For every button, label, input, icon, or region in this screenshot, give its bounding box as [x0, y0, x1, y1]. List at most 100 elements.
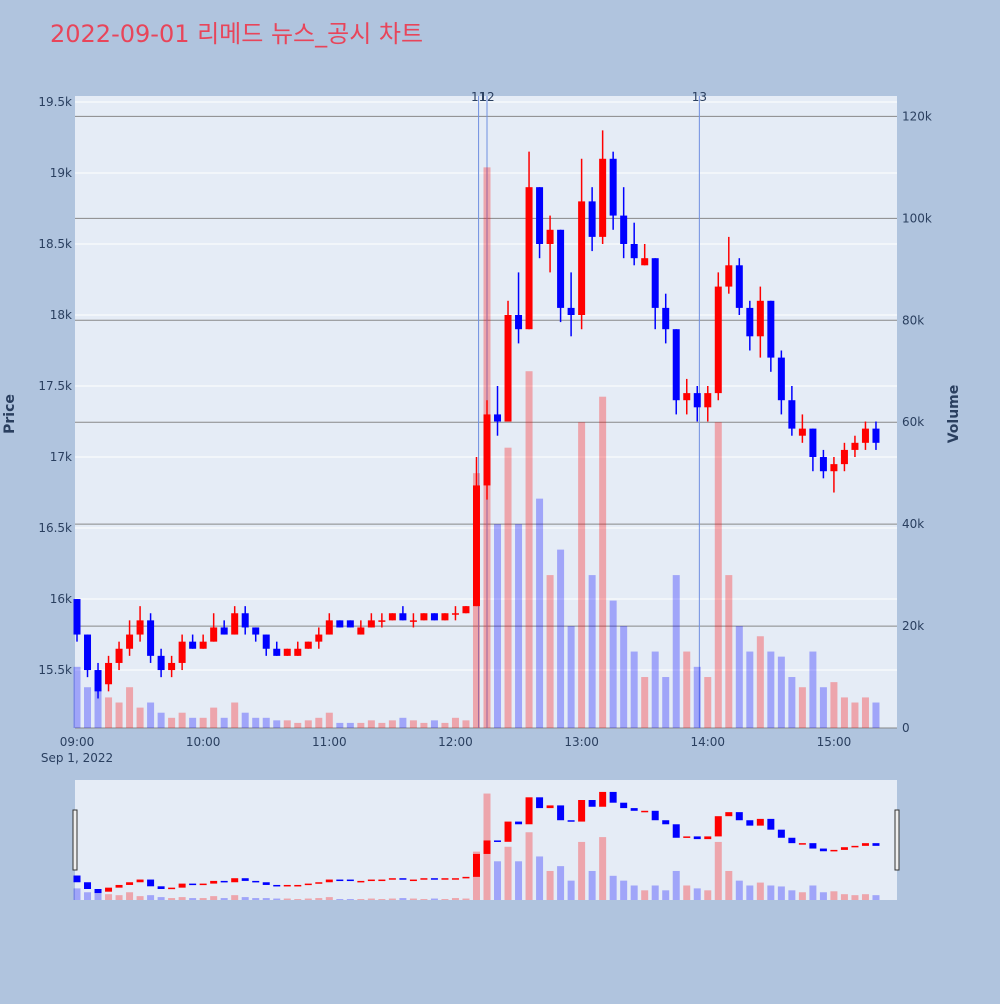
volume-bar: [441, 722, 449, 728]
y-tick-label: 18.5k: [38, 237, 72, 251]
mini-candle-body: [367, 879, 375, 882]
mini-candle-body: [798, 843, 806, 845]
candle-body: [325, 620, 333, 635]
volume-bar: [735, 626, 743, 728]
mini-volume-bar: [357, 899, 365, 900]
y-tick-label: 19k: [50, 166, 72, 180]
candle-body: [588, 201, 596, 237]
candle-body: [210, 627, 218, 642]
volume-bar: [357, 722, 365, 728]
mini-volume-bar: [578, 841, 586, 900]
range-slider[interactable]: [75, 780, 897, 900]
mini-volume-bar: [861, 894, 869, 900]
candle-body: [378, 620, 386, 622]
volume-bar: [94, 682, 102, 728]
mini-volume-bar: [777, 886, 785, 900]
mini-candle-body: [483, 840, 491, 854]
plot-area: [75, 96, 897, 728]
chart-title: 2022-09-01 리메드 뉴스_공시 차트: [50, 20, 423, 48]
mini-volume-bar: [189, 898, 197, 900]
volume-bar: [746, 651, 754, 728]
candle-body: [714, 286, 722, 394]
mini-volume-bar: [378, 899, 386, 900]
mini-volume-bar: [588, 870, 596, 900]
mini-volume-bar: [746, 885, 754, 900]
candle-body: [189, 641, 197, 649]
candle-body: [494, 414, 502, 422]
candle-body: [304, 641, 312, 649]
mini-candle-body: [294, 884, 302, 887]
mini-candle-body: [189, 883, 197, 886]
mini-candle-body: [262, 882, 270, 885]
mini-volume-bar: [126, 892, 134, 900]
mini-volume-bar: [662, 890, 670, 900]
candle-body: [557, 229, 565, 308]
candle-body: [651, 258, 659, 308]
mini-volume-bar: [115, 895, 123, 900]
volume-bar: [546, 575, 554, 728]
volume-bar: [178, 712, 186, 728]
candle-body: [388, 613, 396, 621]
mini-candle-body: [451, 878, 459, 880]
volume-bar: [641, 677, 649, 728]
candle-body: [84, 634, 92, 671]
slider-handle-left[interactable]: [72, 809, 78, 871]
mini-volume-bar: [84, 892, 92, 900]
volume-bar: [725, 575, 733, 728]
mini-candle-body: [809, 843, 817, 849]
mini-candle-body: [599, 791, 607, 807]
mini-volume-bar: [683, 885, 691, 900]
mini-volume-bar: [273, 898, 281, 900]
mini-volume-bar: [262, 898, 270, 900]
mini-candle-body: [420, 878, 428, 880]
news-label: 13: [692, 90, 707, 104]
mini-candle-body: [168, 887, 176, 890]
mini-volume-bar: [714, 841, 722, 900]
mini-candle-body: [147, 879, 155, 887]
volume-bar: [105, 697, 113, 728]
mini-volume-bar: [819, 892, 827, 900]
x-tick-label: 11:00: [312, 735, 347, 749]
y2-tick-label: 0: [902, 721, 910, 735]
candle-body: [746, 307, 754, 337]
slider-handle-right[interactable]: [894, 809, 900, 871]
candle-body: [451, 613, 459, 615]
candle-body: [861, 428, 869, 443]
mini-candle-body: [746, 820, 754, 826]
candle-body: [357, 627, 365, 635]
candle-body: [462, 606, 470, 614]
mini-volume-bar: [704, 890, 712, 900]
mini-volume-bar: [788, 890, 796, 900]
candle-body: [420, 613, 428, 621]
volume-bar: [147, 702, 155, 728]
candle-body: [546, 229, 554, 244]
mini-volume-bar: [325, 897, 333, 900]
volume-bar: [630, 651, 638, 728]
mini-candle-body: [620, 802, 628, 809]
mini-volume-bar: [178, 897, 186, 900]
mini-volume-bar: [504, 846, 512, 900]
candle-body: [504, 314, 512, 422]
mini-volume-bar: [336, 899, 344, 900]
volume-bar: [241, 712, 249, 728]
mini-candle-body: [830, 849, 838, 852]
mini-candle-body: [861, 843, 869, 846]
volume-bar: [714, 422, 722, 728]
candle-body: [872, 428, 880, 443]
volume-bar: [494, 524, 502, 728]
mini-candle-body: [735, 812, 743, 821]
candle-body: [515, 314, 523, 330]
mini-candle-body: [557, 805, 565, 821]
candle-body: [168, 662, 176, 671]
mini-volume-bar: [94, 891, 102, 900]
volume-bar: [567, 626, 575, 728]
candle-body: [315, 634, 323, 642]
candle-body: [609, 158, 617, 216]
volume-bar: [252, 717, 260, 728]
volume-bar: [231, 702, 239, 728]
mini-candle-body: [725, 812, 733, 817]
y2-tick-label: 40k: [902, 517, 924, 531]
candle-body: [367, 620, 375, 628]
mini-volume-bar: [851, 895, 859, 900]
